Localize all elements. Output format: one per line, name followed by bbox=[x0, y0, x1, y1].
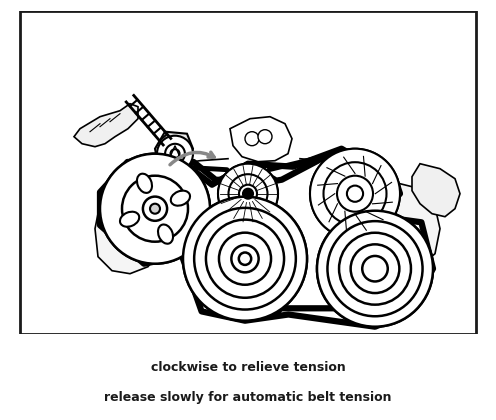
Circle shape bbox=[317, 211, 433, 327]
Circle shape bbox=[194, 208, 296, 310]
Circle shape bbox=[143, 197, 167, 221]
Circle shape bbox=[231, 245, 258, 272]
Circle shape bbox=[194, 208, 296, 310]
Circle shape bbox=[183, 197, 307, 321]
Circle shape bbox=[245, 132, 259, 146]
Circle shape bbox=[362, 256, 388, 281]
Circle shape bbox=[362, 256, 388, 281]
Circle shape bbox=[219, 233, 271, 285]
Circle shape bbox=[238, 252, 252, 266]
Circle shape bbox=[243, 189, 253, 199]
Circle shape bbox=[310, 149, 400, 239]
Circle shape bbox=[327, 221, 423, 316]
Circle shape bbox=[157, 136, 193, 172]
Circle shape bbox=[339, 233, 411, 304]
Circle shape bbox=[100, 154, 210, 264]
Circle shape bbox=[171, 149, 180, 158]
Circle shape bbox=[323, 162, 386, 225]
Circle shape bbox=[229, 174, 267, 213]
Circle shape bbox=[337, 176, 373, 212]
Circle shape bbox=[258, 130, 272, 144]
Polygon shape bbox=[155, 132, 193, 174]
Circle shape bbox=[368, 262, 382, 276]
Ellipse shape bbox=[120, 212, 139, 227]
Circle shape bbox=[218, 164, 278, 224]
Circle shape bbox=[150, 204, 160, 214]
Circle shape bbox=[100, 154, 210, 264]
Text: clockwise to relieve tension: clockwise to relieve tension bbox=[151, 361, 345, 374]
Circle shape bbox=[122, 176, 188, 242]
Circle shape bbox=[219, 233, 271, 285]
Circle shape bbox=[317, 211, 433, 327]
Polygon shape bbox=[370, 184, 440, 271]
Polygon shape bbox=[74, 104, 138, 147]
Ellipse shape bbox=[158, 224, 173, 244]
Circle shape bbox=[229, 174, 267, 213]
Ellipse shape bbox=[158, 224, 173, 244]
Polygon shape bbox=[412, 164, 460, 217]
Ellipse shape bbox=[171, 191, 190, 206]
Circle shape bbox=[218, 164, 278, 224]
Circle shape bbox=[122, 176, 188, 242]
Circle shape bbox=[327, 221, 423, 316]
Circle shape bbox=[150, 204, 160, 214]
Polygon shape bbox=[95, 184, 160, 274]
Circle shape bbox=[243, 189, 253, 199]
Ellipse shape bbox=[120, 212, 139, 227]
Circle shape bbox=[143, 197, 167, 221]
Circle shape bbox=[323, 162, 386, 225]
Circle shape bbox=[239, 252, 251, 265]
Circle shape bbox=[239, 185, 257, 203]
Circle shape bbox=[351, 244, 399, 293]
Circle shape bbox=[239, 185, 257, 203]
Circle shape bbox=[165, 144, 185, 164]
Circle shape bbox=[231, 245, 258, 272]
Text: release slowly for automatic belt tension: release slowly for automatic belt tensio… bbox=[104, 391, 392, 404]
Circle shape bbox=[206, 220, 284, 298]
Circle shape bbox=[339, 233, 411, 304]
Circle shape bbox=[337, 176, 373, 212]
Circle shape bbox=[183, 197, 307, 321]
Circle shape bbox=[239, 252, 251, 265]
Ellipse shape bbox=[137, 174, 152, 193]
Circle shape bbox=[347, 186, 363, 202]
Circle shape bbox=[310, 149, 400, 239]
Circle shape bbox=[351, 244, 399, 293]
Circle shape bbox=[206, 220, 284, 298]
Polygon shape bbox=[230, 117, 292, 162]
Ellipse shape bbox=[137, 174, 152, 193]
Circle shape bbox=[349, 188, 361, 200]
Ellipse shape bbox=[171, 191, 190, 206]
Circle shape bbox=[347, 186, 363, 202]
